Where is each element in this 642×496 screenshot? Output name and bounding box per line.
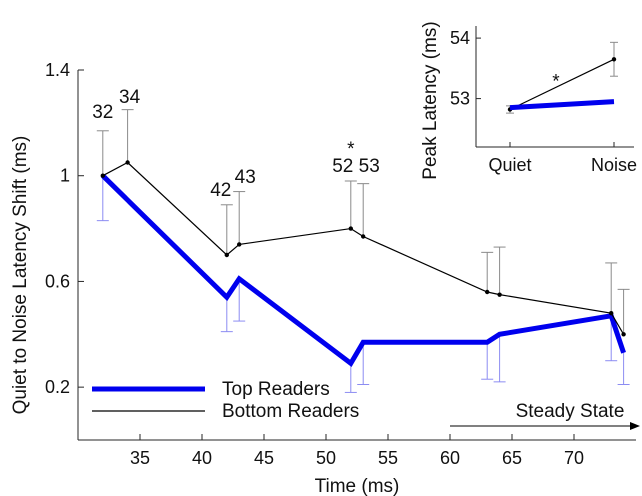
legend-label-bottom-readers: Bottom Readers [222,401,359,422]
y-axis-title: Quiet to Noise Latency Shift (ms) [10,136,31,415]
steady-state-arrowhead [630,422,640,430]
inset-x-tick-label: Noise [591,155,637,175]
inset-x-tick-label: Quiet [488,155,531,175]
bottom-readers-point [100,173,106,178]
x-tick-label: 55 [378,448,398,468]
bottom-readers-point [361,234,366,239]
peak-label: 52 [332,156,353,177]
bottom-readers-point [609,310,614,316]
inset-significance-marker: * [552,71,560,92]
x-axis-title: Time (ms) [315,476,400,496]
y-tick-label: 1.4 [45,60,70,80]
bottom-readers-point [485,289,490,295]
y-tick-label: 0.2 [45,377,70,397]
x-tick-label: 65 [502,448,522,468]
x-tick-label: 60 [440,448,460,468]
x-tick-label: 40 [192,448,212,468]
peak-label: 53 [359,156,380,177]
steady-state-label: Steady State [516,401,625,422]
x-tick-label: 70 [564,448,584,468]
inset-y-axis-title: Peak Latency (ms) [420,21,441,179]
y-tick-label: 1 [60,166,70,186]
bottom-readers-point [224,252,229,258]
peak-label: 42 [210,180,231,201]
bottom-readers-point [497,292,502,297]
peak-label: 32 [92,102,113,123]
bottom-readers-point [621,332,626,337]
inset-y-tick-label: 53 [450,89,470,109]
bottom-readers-point [237,242,242,247]
significance-marker: * [347,139,355,160]
x-tick-label: 45 [254,448,274,468]
top-readers-line [101,173,626,368]
inset-y-tick-label: 54 [450,28,470,48]
x-tick-label: 35 [130,448,150,468]
inset-bottom-readers-point [611,57,617,62]
peak-label: 43 [235,167,256,188]
inset-top-readers-line [509,99,615,111]
x-tick-label: 50 [316,448,336,468]
inset-bottom-readers-line [509,58,615,111]
inset-background [476,26,634,147]
bottom-readers-point [125,160,130,165]
peak-label: 34 [119,87,141,108]
bottom-readers-line [102,161,625,335]
y-tick-label: 0.6 [45,271,70,291]
legend-label-top-readers: Top Readers [222,379,330,400]
bottom-readers-point [348,226,353,231]
